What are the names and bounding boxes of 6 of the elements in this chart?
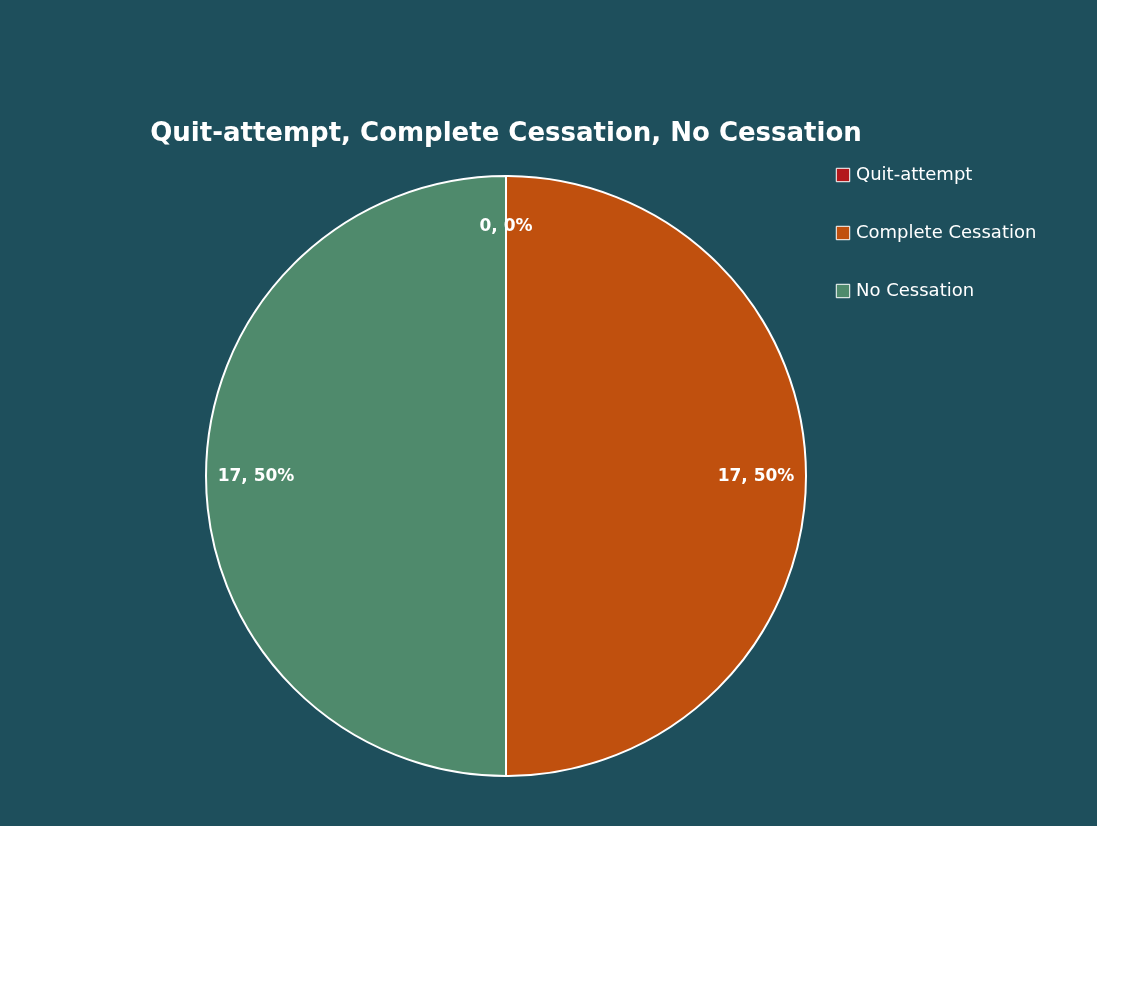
chart-title: Quit-attempt, Complete Cessation, No Cessation: [150, 117, 862, 147]
legend-label: No Cessation: [856, 279, 975, 300]
legend-label: Complete Cessation: [856, 221, 1037, 242]
legend-label: Quit-attempt: [856, 163, 973, 184]
data-label: 17, 50%: [717, 465, 795, 485]
data-label: 17, 50%: [217, 465, 295, 485]
